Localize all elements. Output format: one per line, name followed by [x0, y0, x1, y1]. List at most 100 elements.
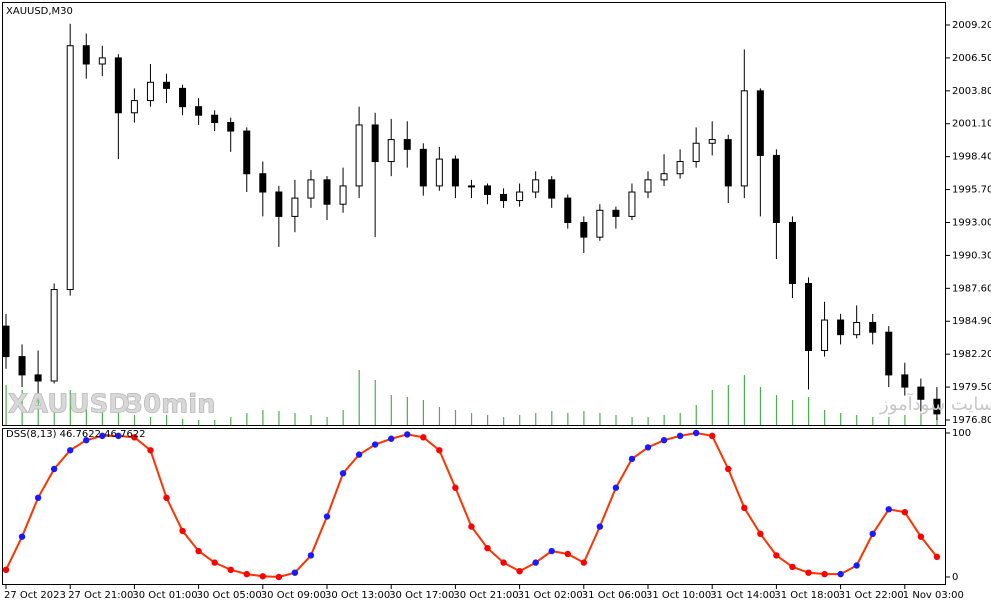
dss-point: [741, 504, 748, 512]
dss-point: [243, 570, 250, 578]
volume-bar: [149, 417, 152, 425]
candle-body: [917, 386, 925, 400]
candle-body: [692, 142, 700, 163]
x-tick-label: 30 Oct 21:00: [453, 590, 518, 601]
candle-body: [933, 398, 941, 415]
dss-point: [291, 569, 299, 576]
dss-point: [805, 569, 812, 576]
dss-point: [917, 533, 925, 540]
volume-bar: [647, 417, 649, 425]
candle-body: [435, 158, 443, 187]
volume-bar: [198, 420, 200, 425]
y-tick-label: 2006.50: [952, 53, 991, 64]
dss-point: [821, 570, 828, 578]
candle-body: [596, 209, 604, 238]
volume-bar: [487, 415, 489, 425]
dss-point: [773, 552, 780, 559]
candle-body: [500, 193, 508, 202]
candle-body: [628, 191, 636, 217]
volume-bar: [519, 415, 521, 425]
candle-body: [532, 179, 540, 193]
volume-bar: [503, 417, 505, 425]
plot-layer: 2009.20 2006.50 2003.80 2001.10 1998.40 1995.…: [2, 20, 991, 601]
volume-bar: [727, 385, 729, 425]
candle-body: [82, 45, 90, 65]
volume-bar: [695, 405, 697, 425]
y-tick-label: 2001.10: [952, 119, 991, 130]
volume-bar: [743, 375, 745, 425]
dss-point: [757, 530, 764, 537]
volume-bar: [166, 415, 168, 425]
volume-bar: [406, 397, 408, 425]
dss-point: [484, 545, 491, 552]
candle-body: [484, 185, 491, 195]
volume-bar: [278, 411, 280, 425]
candle-body: [179, 87, 187, 108]
volume-bar: [438, 407, 441, 425]
indicator-title: DSS(8,13) 46.7622 46.7622: [6, 429, 146, 440]
volume-bar: [182, 419, 184, 425]
candle-body: [371, 124, 379, 163]
dss-point: [323, 513, 331, 520]
candle-body: [18, 356, 26, 376]
x-tick-label: 31 Oct 02:00: [518, 590, 583, 601]
x-tick-label: 31 Oct 18:00: [774, 590, 839, 601]
dss-point: [885, 506, 892, 513]
y-tick-label: 1998.40: [952, 152, 991, 163]
y-tick-label: 1984.90: [952, 316, 991, 327]
dss-point: [275, 573, 283, 581]
y-tick-label: 1982.20: [952, 349, 991, 360]
volume-bar: [936, 417, 938, 425]
dss-point: [725, 465, 732, 473]
dss-point: [564, 550, 571, 558]
dss-point: [388, 435, 395, 442]
dss-line: [5, 431, 938, 579]
x-tick-label: 27 Oct 2023: [4, 590, 66, 601]
candle-body: [355, 124, 363, 187]
volume-bar: [920, 413, 922, 425]
candle-body: [548, 179, 556, 199]
x-tick-label: 31 Oct 22:00: [839, 590, 904, 601]
dss-point: [115, 432, 122, 440]
candle-body: [885, 331, 893, 376]
candle-body: [66, 45, 74, 291]
dss-point: [227, 566, 234, 573]
dss-point: [371, 441, 379, 448]
dss-point: [355, 451, 363, 458]
volume-bar: [535, 413, 537, 425]
dss-point: [211, 559, 218, 566]
main-pane: [2, 2, 946, 426]
dss-point: [147, 447, 154, 454]
candle-body: [788, 221, 796, 284]
dss-point: [50, 465, 58, 473]
volume-bar: [567, 413, 569, 425]
candle-body: [114, 57, 122, 114]
volume-bar: [470, 413, 473, 425]
chart-title: XAUUSD,M30: [6, 6, 73, 17]
dss-point: [837, 570, 844, 578]
dss-point: [901, 509, 908, 516]
candle-body: [580, 221, 588, 238]
candle-body: [146, 81, 154, 102]
candle-body: [853, 321, 861, 336]
volume-bar: [5, 385, 7, 425]
x-tick-label: 30 Oct 13:00: [325, 590, 390, 601]
volume-bar: [117, 413, 120, 425]
dss-point: [676, 432, 684, 440]
candle-body: [805, 282, 812, 352]
candle-body: [419, 148, 427, 187]
dss-point: [516, 568, 523, 575]
dss-point: [853, 562, 860, 569]
dss-point: [339, 470, 347, 477]
dss-point: [468, 523, 475, 530]
volume-bar: [679, 413, 681, 425]
volume-bar: [262, 410, 264, 425]
candle-body: [243, 130, 251, 175]
candle-body: [837, 319, 845, 336]
candle-body: [612, 209, 620, 217]
candle-body: [403, 139, 411, 150]
volume-bar: [759, 387, 762, 425]
dss-point: [580, 559, 587, 566]
